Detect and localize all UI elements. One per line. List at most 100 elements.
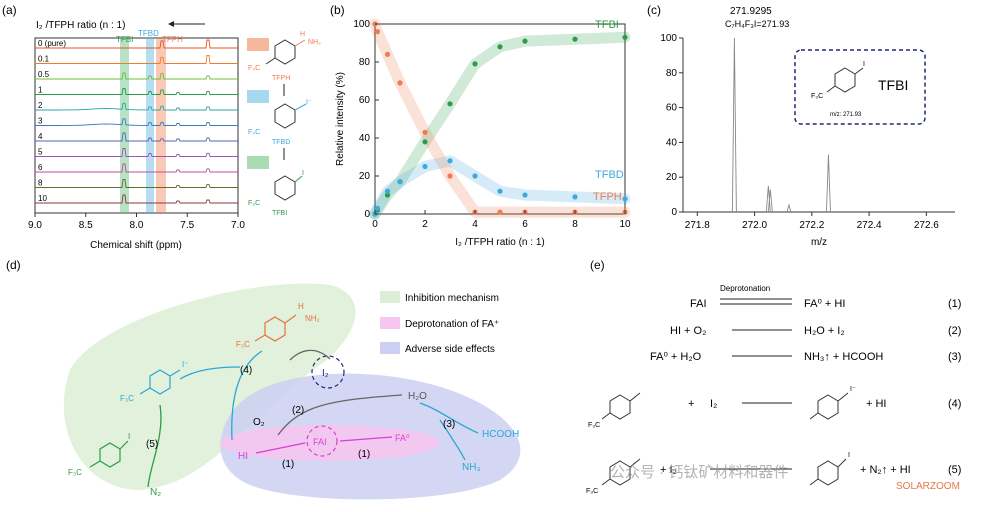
ms-inset-box — [794, 49, 926, 125]
point-tfbi — [622, 34, 628, 40]
series-label-tfph: TFPH — [593, 191, 622, 203]
y-tick-label: 100 — [353, 19, 370, 30]
nmr-spectra: 0 (pure) 0.1 0.5 1 2 3 4 5 6 8 10 — [35, 39, 238, 204]
nmr-row-label: 8 — [38, 179, 43, 188]
y-tick-label: 60 — [359, 95, 371, 106]
ms-x-tick-label: 271.8 — [685, 220, 710, 231]
nmr-spectrum-line — [35, 132, 238, 142]
eq1-right: FA⁰ + HI — [804, 298, 845, 310]
legend-side-effects: Adverse side effects — [405, 344, 495, 355]
eq5-cf3: F₃C — [586, 488, 598, 495]
tfph-name: TFPH — [272, 75, 290, 82]
nmr-spectrum-line — [35, 88, 238, 95]
eq5-i2: + I₂ — [660, 464, 677, 476]
diagram-tfph — [254, 314, 297, 342]
band-tfph — [156, 38, 166, 213]
nmr-row-label: 6 — [38, 163, 43, 172]
ms-inset-iodo: I — [863, 61, 865, 68]
series-label-tfbi: TFBI — [595, 19, 619, 31]
eq5-tfbd — [601, 458, 641, 486]
ms-inset-cf3: F₃C — [811, 93, 823, 100]
ms-x-tick-label: 272.6 — [914, 220, 939, 231]
eq4-cf3: F₃C — [588, 422, 600, 429]
ms-peak — [786, 203, 792, 213]
ms-peak — [765, 185, 771, 213]
ms-inset-structure — [826, 67, 864, 93]
panel-d-diagram: (d) Inhibition mechanism Deprotonation o… — [6, 258, 521, 500]
arrow-fai-fa0 — [339, 436, 393, 442]
legend-deprotonation: Deprotonation of FA⁺ — [405, 319, 499, 330]
eq3-left: FA⁰ + H₂O — [650, 351, 702, 363]
eq2-left: HI + O₂ — [670, 325, 706, 337]
eq5-num: (5) — [948, 464, 961, 476]
point-tfbi — [497, 44, 503, 50]
diagram-tfbd-cf3: F₃C — [120, 394, 134, 403]
nmr-x-tick-label: 7.0 — [231, 220, 245, 231]
diagram-n2: N₂ — [150, 487, 161, 498]
point-tfph — [374, 29, 381, 35]
diagram-tfph-nh: H — [298, 302, 304, 311]
eq1-over: Deprotonation — [720, 284, 770, 293]
nmr-x-tick-label: 7.5 — [180, 220, 194, 231]
nmr-spectrum-line — [35, 194, 238, 204]
point-tfbd — [497, 188, 503, 194]
x-tick-label: 2 — [422, 219, 428, 230]
x-tick-label: 4 — [472, 219, 478, 230]
nmr-row-label: 4 — [38, 132, 43, 141]
tfbd-structure — [274, 103, 307, 129]
y-tick-label: 20 — [359, 171, 371, 182]
panel-e-label: (e) — [590, 258, 605, 272]
tfph-cf3: F₃C — [248, 65, 260, 72]
tfph-nh2: NH₂ — [308, 39, 321, 46]
point-tfbd — [472, 173, 478, 179]
point-tfbd — [422, 163, 428, 170]
ms-inset-mz: m/z: 271.93 — [830, 112, 862, 118]
diagram-tfph-cf3: F₃C — [236, 340, 250, 349]
nmr-row-label: 1 — [38, 86, 43, 95]
panel-c-label: (c) — [647, 3, 661, 17]
point-tfbi — [572, 36, 578, 42]
panel-a-nmr: (a) I₂ /TFPH ratio (n : 1) TFBI TFBD TFP… — [2, 3, 321, 251]
band-tfbi-label: TFBI — [116, 35, 133, 44]
ms-x-tick-label: 272.2 — [799, 220, 824, 231]
series-label-tfbd: TFBD — [595, 169, 624, 181]
diagram-fa0: FA⁰ — [395, 433, 410, 443]
arrow-step3-b — [439, 419, 466, 461]
diagram-hi: HI — [238, 451, 248, 462]
panel-d-label: (d) — [6, 258, 21, 272]
nmr-row-label: 10 — [38, 194, 47, 203]
tfbd-iminus: I⁻ — [306, 99, 312, 106]
shift-arrowhead — [168, 21, 174, 27]
arrow-step3-a — [419, 402, 479, 434]
diagram-tfbi — [89, 440, 129, 468]
nmr-row-label: 2 — [38, 101, 43, 110]
eq3-right: NH₃↑ + HCOOH — [804, 351, 883, 363]
point-tfph — [422, 129, 428, 135]
nmr-row-label: 3 — [38, 117, 43, 126]
ms-peak — [731, 37, 737, 213]
chart-xlabel: I₂ /TFPH ratio (n : 1) — [455, 237, 544, 248]
ms-y-tick-label: 80 — [666, 68, 678, 79]
point-tfbi — [422, 139, 428, 145]
y-tick-label: 0 — [364, 209, 370, 220]
ms-peak — [767, 189, 773, 213]
ms-y-tick-label: 100 — [660, 33, 677, 44]
point-tfbd — [447, 158, 453, 164]
point-tfbi — [447, 101, 453, 107]
step-3-label: (3) — [443, 419, 455, 430]
series-band-tfbd — [369, 155, 631, 220]
eq4-iminus: I⁻ — [850, 386, 856, 393]
eq4-tfph — [601, 392, 641, 420]
diagram-tfbd — [139, 369, 181, 395]
panel-a-label: (a) — [2, 3, 17, 17]
arrow-i2-regen — [289, 349, 331, 361]
ms-y-tick-label: 0 — [671, 207, 677, 218]
diagram-hcooh: HCOOH — [482, 429, 519, 440]
y-tick-label: 80 — [359, 57, 371, 68]
diagram-tfbi-cf3: F₃C — [68, 468, 82, 477]
point-tfbd — [374, 205, 381, 211]
x-tick-label: 0 — [372, 219, 378, 230]
nmr-xlabel: Chemical shift (ppm) — [90, 240, 182, 251]
point-tfph — [497, 209, 503, 215]
eq5-tfbi — [809, 458, 847, 486]
